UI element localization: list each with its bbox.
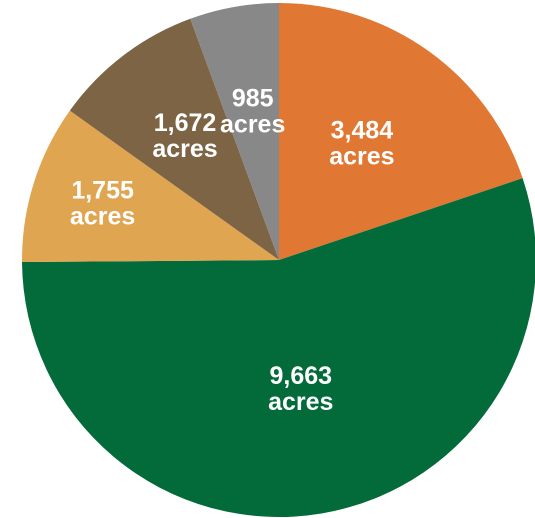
pie-slice bbox=[69, 18, 279, 260]
pie-slice bbox=[22, 110, 279, 263]
slice-value: 1,755 bbox=[71, 176, 134, 204]
slice-unit: acres bbox=[268, 388, 333, 416]
slice-value: 3,484 bbox=[331, 117, 394, 145]
slice-value: 9,663 bbox=[270, 362, 333, 390]
pie-slices bbox=[22, 3, 535, 517]
slice-value: 1,672 bbox=[154, 109, 217, 137]
pie-slice bbox=[22, 178, 535, 517]
slice-unit: acres bbox=[220, 110, 285, 138]
slice-label: 1,672 acres bbox=[152, 109, 217, 163]
slice-label: 3,484 acres bbox=[329, 117, 394, 171]
slice-value: 985 bbox=[232, 84, 274, 112]
slice-unit: acres bbox=[70, 202, 135, 230]
slice-unit: acres bbox=[329, 143, 394, 171]
pie-slice bbox=[190, 3, 279, 260]
slice-label: 1,755 acres bbox=[70, 176, 135, 230]
pie-slice bbox=[279, 3, 523, 260]
slice-label: 985 acres bbox=[220, 84, 285, 138]
slice-label: 9,663 acres bbox=[268, 362, 333, 416]
slice-unit: acres bbox=[152, 135, 217, 163]
